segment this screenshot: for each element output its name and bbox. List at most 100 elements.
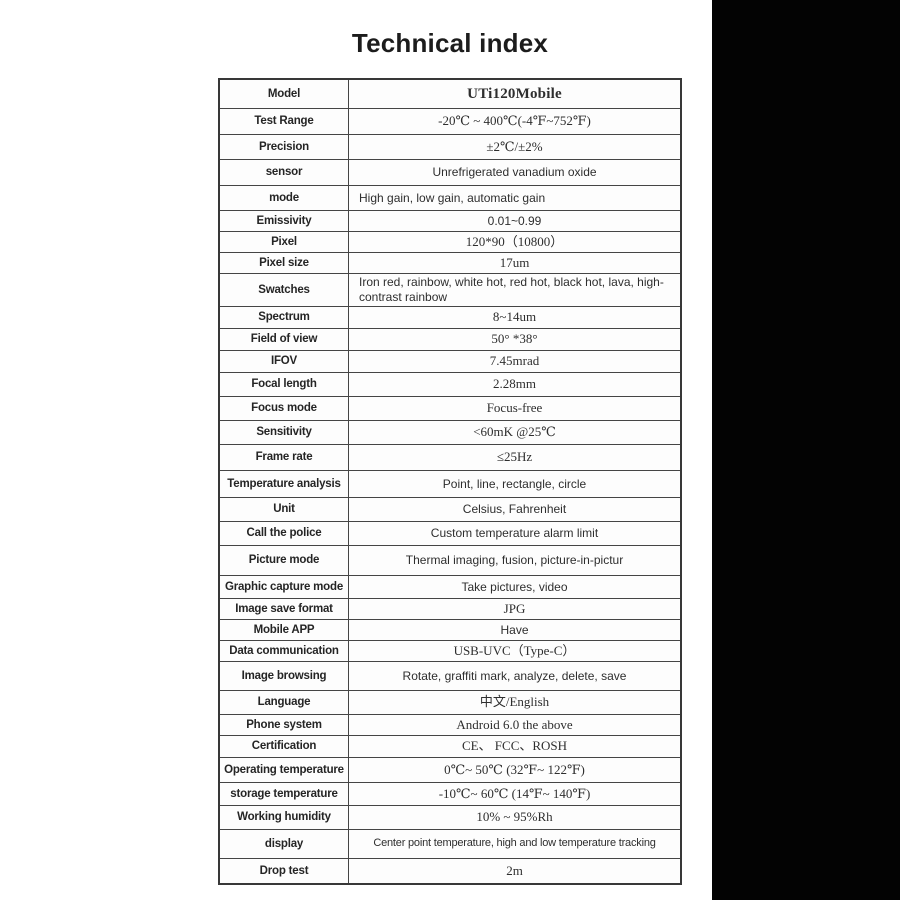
spec-label-cell: Picture mode [220, 546, 349, 575]
spec-value-cell: Focus-free [486, 400, 543, 416]
spec-row: Drop test 2m [220, 858, 680, 883]
spec-label-cell: Temperature analysis [220, 471, 349, 497]
spec-row: Spectrum 8~14um [220, 306, 680, 328]
spec-label-cell: Working humidity [220, 806, 349, 829]
spec-row: Field of view 50° *38° [220, 328, 680, 350]
spec-label-cell: Focal length [220, 373, 349, 396]
spec-value-cell: Center point temperature, high and low t… [373, 837, 656, 850]
spec-row: Model UTi120Mobile [220, 80, 680, 108]
spec-value-cell: 2m [506, 862, 523, 878]
spec-label-cell: Pixel size [220, 253, 349, 273]
spec-label-cell: Unit [220, 498, 349, 521]
spec-label-cell: Precision [220, 135, 349, 159]
spec-label-cell: Graphic capture mode [220, 576, 349, 598]
spec-value-cell: -10℃~ 60℃ (14℉~ 140℉) [438, 785, 591, 801]
spec-label-cell: Mobile APP [220, 620, 349, 640]
spec-value-cell: 8~14um [492, 309, 537, 325]
spec-value-cell: Thermal imaging, fusion, picture-in-pict… [405, 553, 624, 567]
spec-row: Sensitivity <60mK @25℃ [220, 420, 680, 444]
spec-value-cell: Android 6.0 the above [456, 716, 573, 732]
spec-label-cell: Image save format [220, 599, 349, 619]
spec-row: Focal length 2.28mm [220, 372, 680, 396]
spec-row: Language 中文/English [220, 690, 680, 714]
spec-value-cell: Rotate, graffiti mark, analyze, delete, … [402, 668, 627, 683]
spec-label-cell: Field of view [220, 329, 349, 350]
spec-row: IFOV 7.45mrad [220, 350, 680, 372]
spec-row: Phone system Android 6.0 the above [220, 714, 680, 735]
spec-row: Data communication USB-UVC（Type-C） [220, 640, 680, 661]
spec-row: Call the police Custom temperature alarm … [220, 521, 680, 545]
spec-label-cell: Certification [220, 736, 349, 757]
spec-row: Operating temperature 0℃~ 50℃ (32℉~ 122℉) [220, 757, 680, 782]
spec-row: Graphic capture mode Take pictures, video [220, 575, 680, 598]
spec-label-cell: Focus mode [220, 397, 349, 420]
spec-value-cell: 7.45mrad [489, 353, 540, 369]
spec-value-cell: -20℃ ~ 400℃(-4℉~752℉) [438, 113, 591, 129]
spec-value-cell: USB-UVC（Type-C） [453, 642, 576, 658]
spec-row: Frame rate ≤25Hz [220, 444, 680, 470]
spec-row: display Center point temperature, high an… [220, 829, 680, 858]
spec-value-cell: 0℃~ 50℃ (32℉~ 122℉) [444, 761, 585, 777]
page-title: Technical index [351, 28, 549, 58]
spec-value-cell: ±2℃/±2% [486, 138, 543, 154]
spec-value-cell: CE、 FCC、ROSH [461, 738, 568, 754]
spec-row: Unit Celsius, Fahrenheit [220, 497, 680, 521]
spec-row: Picture mode Thermal imaging, fusion, pic… [220, 545, 680, 575]
spec-label-cell: Drop test [220, 859, 349, 883]
spec-value-cell: <60mK @25℃ [473, 424, 556, 440]
spec-label-cell: Operating temperature [220, 758, 349, 782]
spec-row: Image save format JPG [220, 598, 680, 619]
spec-value-cell: ≤25Hz [496, 449, 533, 465]
spec-label-cell: Image browsing [220, 662, 349, 690]
spec-value-cell: High gain, low gain, automatic gain [359, 190, 546, 205]
spec-value-cell: 10% ~ 95%Rh [476, 809, 553, 825]
spec-row: mode High gain, low gain, automatic gain [220, 185, 680, 210]
spec-value-cell: 17um [499, 254, 530, 270]
spec-row: Pixel 120*90（10800） [220, 231, 680, 252]
spec-value-cell: 0.01~0.99 [487, 213, 542, 228]
spec-value-cell: 50° *38° [491, 331, 538, 347]
spec-value-cell: Celsius, Fahrenheit [462, 502, 567, 516]
spec-label-cell: Call the police [220, 522, 349, 545]
spec-value-cell: Take pictures, video [461, 579, 568, 594]
spec-label-cell: sensor [220, 160, 349, 185]
spec-row: Image browsing Rotate, graffiti mark, ana… [220, 661, 680, 690]
spec-row: Emissivity 0.01~0.99 [220, 210, 680, 231]
spec-label-cell: Frame rate [220, 445, 349, 470]
spec-value-cell: Custom temperature alarm limit [430, 526, 599, 540]
spec-row: storage temperature -10℃~ 60℃ (14℉~ 140℉) [220, 782, 680, 805]
spec-value-cell: Point, line, rectangle, circle [442, 476, 587, 491]
spec-table: Model UTi120Mobile Test Range -20℃ ~ 400℃(-… [218, 78, 682, 885]
spec-row: Certification CE、 FCC、ROSH [220, 735, 680, 757]
spec-value-cell: 2.28mm [493, 376, 536, 392]
spec-row: Swatches Iron red, rainbow, white hot, re… [220, 273, 680, 306]
spec-label-cell: Swatches [220, 274, 349, 306]
spec-row: Precision ±2℃/±2% [220, 134, 680, 159]
spec-label-cell: Model [220, 80, 349, 108]
spec-label-cell: Language [220, 691, 349, 714]
spec-label-cell: IFOV [220, 351, 349, 372]
spec-value-cell: UTi120Mobile [467, 85, 562, 102]
spec-label-cell: Spectrum [220, 307, 349, 328]
spec-label-cell: display [220, 830, 349, 858]
spec-row: Focus mode Focus-free [220, 396, 680, 420]
spec-value-cell: 120*90（10800） [465, 233, 564, 249]
spec-value-cell: Have [500, 622, 529, 637]
right-black-panel [712, 0, 900, 900]
spec-label-cell: Phone system [220, 715, 349, 735]
spec-label-cell: storage temperature [220, 783, 349, 805]
spec-value-cell: Iron red, rainbow, white hot, red hot, b… [359, 275, 664, 304]
spec-label-cell: Data communication [220, 641, 349, 661]
spec-label-cell: Emissivity [220, 211, 349, 231]
spec-value-cell: JPG [503, 600, 526, 616]
spec-label-cell: Pixel [220, 232, 349, 252]
spec-row: Pixel size 17um [220, 252, 680, 273]
spec-value-cell: 中文/English [479, 694, 550, 710]
spec-value-cell: Unrefrigerated vanadium oxide [432, 165, 597, 179]
spec-row: Mobile APP Have [220, 619, 680, 640]
spec-label-cell: mode [220, 186, 349, 210]
spec-row: sensor Unrefrigerated vanadium oxide [220, 159, 680, 185]
spec-row: Working humidity 10% ~ 95%Rh [220, 805, 680, 829]
spec-label-cell: Test Range [220, 109, 349, 134]
